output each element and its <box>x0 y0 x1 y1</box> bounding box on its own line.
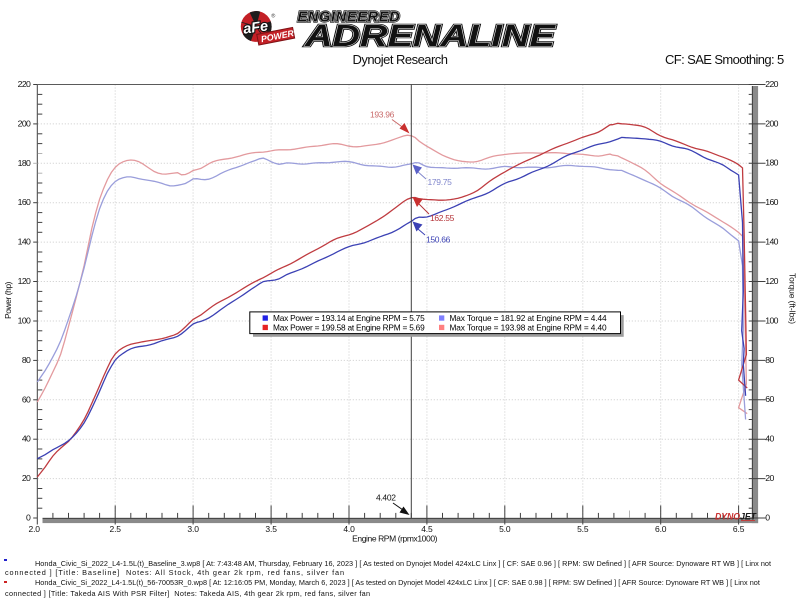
svg-text:Power (hp): Power (hp) <box>3 281 13 319</box>
svg-text:Max Power = 199.58 at Engine R: Max Power = 199.58 at Engine RPM = 5.69 <box>273 323 425 333</box>
svg-text:ADRENALINE: ADRENALINE <box>304 19 557 53</box>
svg-text:193.96: 193.96 <box>370 110 395 120</box>
svg-text:®: ® <box>271 12 275 19</box>
svg-text:Engine RPM (rpmx1000): Engine RPM (rpmx1000) <box>352 533 438 543</box>
svg-text:120: 120 <box>18 276 31 286</box>
svg-text:ENGINEERED: ENGINEERED <box>298 10 401 26</box>
svg-text:20: 20 <box>765 473 774 483</box>
svg-text:140: 140 <box>18 237 31 247</box>
svg-text:120: 120 <box>765 276 778 286</box>
svg-text:DYNOJET: DYNOJET <box>715 512 757 522</box>
svg-text:3.5: 3.5 <box>265 524 277 534</box>
svg-text:Max Power = 193.14 at Engine R: Max Power = 193.14 at Engine RPM = 5.75 <box>273 313 425 323</box>
svg-text:150.66: 150.66 <box>426 234 451 244</box>
svg-text:40: 40 <box>22 434 31 444</box>
svg-text:ADRENALINE: ADRENALINE <box>304 19 557 53</box>
svg-text:179.75: 179.75 <box>428 177 453 187</box>
svg-text:100: 100 <box>18 316 31 326</box>
svg-text:0: 0 <box>765 512 770 522</box>
svg-text:180: 180 <box>18 158 31 168</box>
svg-text:200: 200 <box>765 118 778 128</box>
svg-text:Max Torque = 181.92 at Engine: Max Torque = 181.92 at Engine RPM = 4.44 <box>450 313 607 323</box>
svg-text:3.0: 3.0 <box>187 524 199 534</box>
svg-text:220: 220 <box>765 79 778 89</box>
svg-text:6.0: 6.0 <box>655 524 667 534</box>
svg-text:80: 80 <box>22 355 31 365</box>
svg-text:4.5: 4.5 <box>421 524 433 534</box>
svg-text:6.5: 6.5 <box>733 524 745 534</box>
svg-text:5.5: 5.5 <box>577 524 589 534</box>
svg-text:Max Torque = 193.98 at Engine: Max Torque = 193.98 at Engine RPM = 4.40 <box>450 323 607 333</box>
svg-text:162.55: 162.55 <box>430 213 455 223</box>
svg-text:200: 200 <box>18 118 31 128</box>
svg-text:2.5: 2.5 <box>110 524 122 534</box>
svg-text:40: 40 <box>765 434 774 444</box>
svg-text:80: 80 <box>765 355 774 365</box>
svg-text:140: 140 <box>765 237 778 247</box>
svg-text:20: 20 <box>22 473 31 483</box>
svg-text:60: 60 <box>765 394 774 404</box>
svg-text:160: 160 <box>765 197 778 207</box>
svg-text:160: 160 <box>18 197 31 207</box>
svg-text:2.0: 2.0 <box>29 524 41 534</box>
svg-text:4.0: 4.0 <box>343 524 355 534</box>
svg-text:60: 60 <box>22 394 31 404</box>
svg-text:220: 220 <box>18 79 31 89</box>
svg-text:Torque (ft-lbs): Torque (ft-lbs) <box>788 273 798 324</box>
svg-text:180: 180 <box>765 158 778 168</box>
svg-text:5.0: 5.0 <box>499 524 511 534</box>
svg-text:100: 100 <box>765 315 778 325</box>
svg-text:ENGINEERED: ENGINEERED <box>298 10 401 26</box>
svg-text:4.402: 4.402 <box>376 493 396 503</box>
svg-text:0: 0 <box>26 513 31 523</box>
